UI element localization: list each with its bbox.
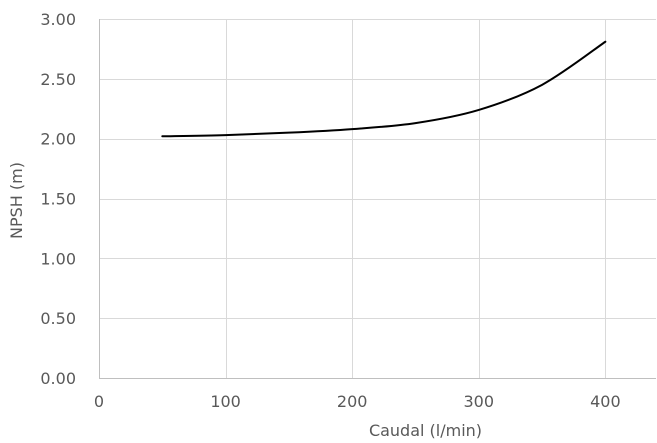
y-axis-title: NPSH (m) xyxy=(7,162,26,239)
axes xyxy=(99,19,656,379)
grid xyxy=(99,19,656,378)
x-tick-label: 200 xyxy=(337,392,368,411)
x-tick-labels: 0 100 200 300 400 xyxy=(94,392,621,411)
y-tick-label: 2.50 xyxy=(40,70,76,89)
y-tick-label: 3.00 xyxy=(40,10,76,29)
series-line xyxy=(161,40,607,138)
x-tick-label: 100 xyxy=(210,392,241,411)
y-tick-label: 1.50 xyxy=(40,190,76,209)
x-tick-label: 400 xyxy=(590,392,621,411)
y-tick-label: 2.00 xyxy=(40,130,76,149)
y-tick-label: 0.50 xyxy=(40,309,76,328)
x-tick-label: 0 xyxy=(94,392,104,411)
y-tick-label: 1.00 xyxy=(40,249,76,268)
x-axis-title: Caudal (l/min) xyxy=(369,421,482,440)
series xyxy=(161,40,607,138)
y-tick-labels: 0.00 0.50 1.00 1.50 2.00 2.50 3.00 xyxy=(40,10,76,388)
y-tick-label: 0.00 xyxy=(40,369,76,388)
x-tick-label: 300 xyxy=(463,392,494,411)
